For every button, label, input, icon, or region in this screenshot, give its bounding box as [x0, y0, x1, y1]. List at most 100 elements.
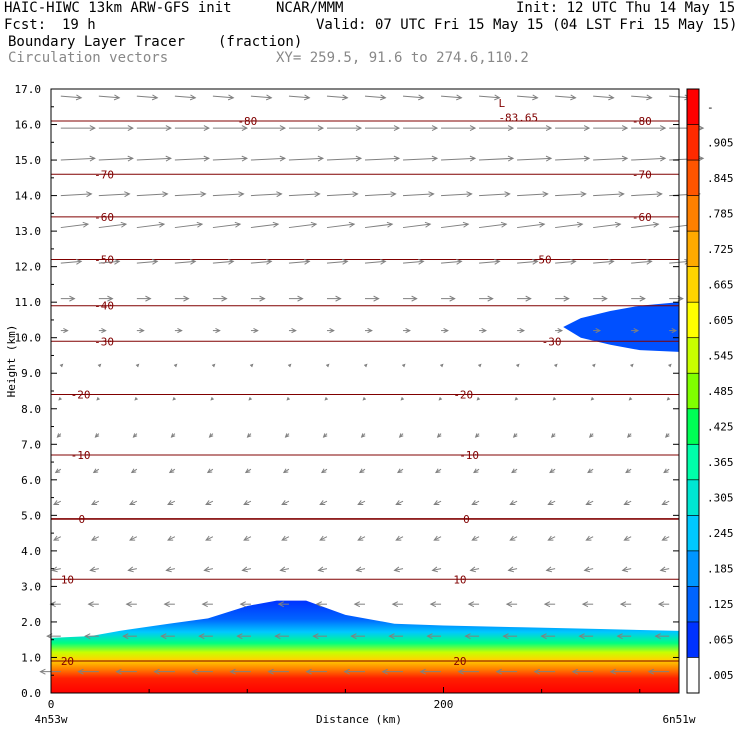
wind-vector — [115, 668, 137, 675]
wind-vector — [441, 328, 449, 334]
x-axis-label: Distance (km) — [316, 713, 402, 726]
contour-label: 0 — [78, 513, 85, 526]
wind-vector — [661, 535, 670, 541]
wind-vector — [241, 566, 252, 573]
colorbar-swatch — [687, 408, 699, 445]
wind-vector — [87, 601, 99, 608]
colorbar-frame — [686, 88, 700, 694]
wind-vector — [129, 500, 138, 506]
wind-vector — [136, 295, 152, 302]
wind-vector — [626, 433, 632, 438]
colorbar-label: .485 — [707, 385, 734, 398]
wind-vector — [125, 601, 137, 608]
wind-vector — [364, 155, 401, 162]
wind-vector — [343, 668, 365, 675]
wind-vector — [619, 601, 632, 608]
wind-vector — [205, 535, 214, 541]
wind-vector — [543, 601, 556, 608]
colorbar-swatch — [687, 479, 699, 516]
wind-vector — [136, 328, 145, 334]
tracer-fill — [51, 302, 679, 693]
colorbar-label: .905 — [707, 136, 734, 149]
wind-vector — [94, 433, 100, 438]
wind-vector — [212, 221, 242, 229]
wind-vector — [364, 258, 387, 265]
contour-annotation: -83.65 — [498, 111, 538, 124]
wind-vector — [59, 363, 64, 368]
wind-vector — [509, 500, 518, 506]
y-tick-label: 14.0 — [15, 190, 42, 203]
wind-vector — [91, 500, 100, 506]
colorbar-label: .005 — [707, 669, 734, 682]
wind-vector — [288, 155, 325, 162]
wind-vector — [136, 221, 166, 229]
wind-vector — [249, 363, 254, 368]
contour-label: -60 — [94, 211, 114, 224]
wind-vector — [288, 258, 311, 265]
wind-vector — [479, 221, 508, 229]
wind-vector — [438, 397, 443, 401]
wind-vector — [593, 328, 602, 334]
wind-vector — [471, 500, 480, 506]
wind-vector — [398, 433, 404, 438]
wind-vector — [364, 191, 397, 198]
wind-vector — [609, 668, 632, 675]
wind-vector — [402, 221, 432, 229]
wind-vector — [315, 601, 327, 608]
wind-vector — [631, 155, 667, 162]
y-tick-label: 4.0 — [21, 545, 41, 558]
colorbar-label: .785 — [707, 207, 734, 220]
y-tick-label: 5.0 — [21, 509, 41, 522]
wind-vector — [393, 566, 404, 573]
wind-vector — [288, 191, 321, 198]
wind-vector — [401, 363, 406, 368]
wind-vector — [60, 328, 69, 334]
vectors-label: Circulation vectors — [8, 50, 169, 66]
wind-vector — [593, 295, 608, 302]
colorbar-swatch — [687, 231, 699, 268]
wind-vector — [91, 535, 100, 541]
wind-vector — [51, 566, 61, 573]
wind-vector — [357, 500, 366, 506]
wind-vector — [130, 468, 138, 474]
wind-vector — [587, 468, 594, 474]
wind-vector — [631, 191, 663, 198]
wind-vector — [441, 94, 463, 101]
wind-vector — [355, 566, 366, 573]
contour-label: -10 — [459, 449, 479, 462]
xy-label: XY= 259.5, 91.6 to 274.6,110.2 — [276, 50, 529, 66]
wind-vector — [60, 125, 96, 132]
wind-vector — [433, 500, 442, 506]
wind-vector — [305, 668, 327, 675]
colorbar-swatch — [687, 160, 699, 197]
contour-label: -80 — [237, 115, 257, 128]
contour-annotation: L — [498, 97, 505, 110]
wind-vector — [509, 535, 518, 541]
wind-vector — [669, 295, 684, 302]
wind-vector — [555, 155, 591, 162]
x-tick-label: 200 — [434, 698, 454, 711]
contour-label: 20 — [61, 655, 74, 668]
wind-vector — [502, 633, 518, 640]
wind-vector — [324, 397, 329, 401]
wind-vector — [555, 191, 587, 198]
wind-vector — [326, 191, 359, 198]
wind-vector — [174, 258, 197, 265]
wind-vector — [89, 566, 99, 573]
wind-vector — [364, 94, 387, 101]
wind-vector — [239, 601, 251, 608]
y-tick-label: 12.0 — [15, 261, 42, 274]
contour-label: 20 — [453, 655, 466, 668]
wind-vector — [479, 258, 501, 265]
x-end-label-right: 6n51w — [662, 713, 695, 726]
wind-vector — [469, 566, 480, 573]
wind-vector — [479, 94, 501, 101]
colorbar-label: .185 — [707, 563, 734, 576]
wind-vector — [77, 668, 99, 675]
plot-frame — [50, 88, 680, 694]
wind-vector — [555, 295, 570, 302]
wind-vector — [419, 668, 442, 675]
wind-vector — [243, 500, 252, 506]
wind-vector — [593, 155, 629, 162]
wind-vector — [174, 191, 207, 198]
